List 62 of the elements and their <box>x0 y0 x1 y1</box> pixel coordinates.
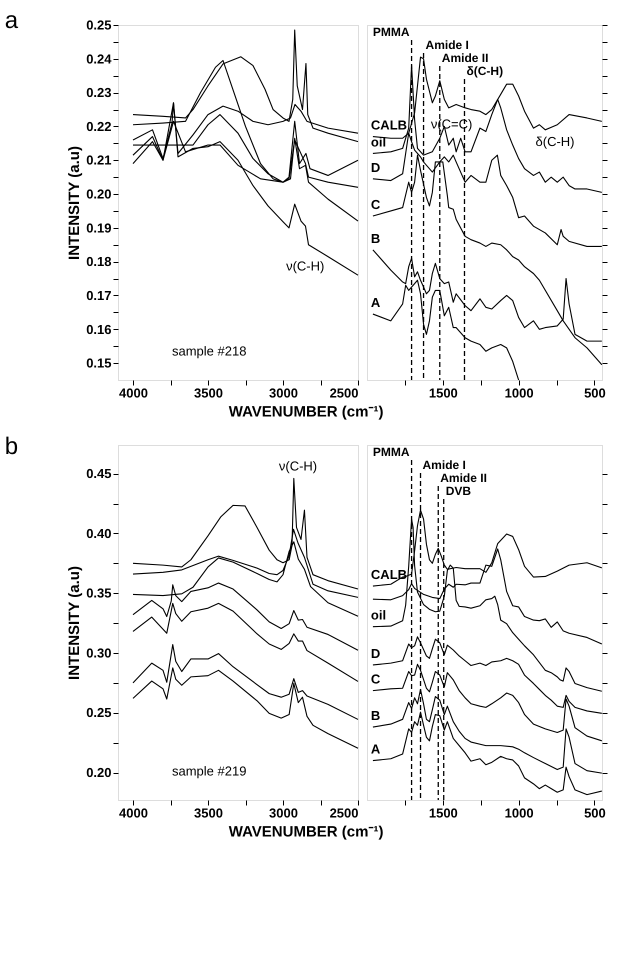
annotation: sample #219 <box>172 764 246 779</box>
annotation: ν(C-H) <box>286 258 324 274</box>
x-tick-label: 2500 <box>330 806 358 820</box>
annotation: ν(C-H) <box>278 458 318 474</box>
y-tick-label: 0.30 <box>86 645 112 660</box>
y-tick-label: 0.25 <box>86 18 112 32</box>
series-label: A <box>370 295 381 310</box>
chart-title: a <box>4 7 19 34</box>
y-tick-label: 0.35 <box>86 586 112 601</box>
x-tick-label: 2500 <box>330 386 358 400</box>
y-tick-label: 0.19 <box>86 220 112 236</box>
x-tick-label: 3500 <box>194 386 223 400</box>
series-label: D <box>370 160 380 175</box>
ref-line-label: Amide II <box>442 51 488 65</box>
y-tick-label: 0.20 <box>86 186 112 202</box>
annotation: δ(C-H) <box>536 134 574 150</box>
x-tick-label: 3500 <box>194 806 223 820</box>
y-tick-label: 0.18 <box>86 254 112 270</box>
x-axis-title: WAVENUMBER (cm⁻¹) <box>228 824 384 840</box>
y-tick-label: 0.24 <box>86 51 112 66</box>
series-label: D <box>370 646 380 661</box>
ref-line-label: PMMA <box>372 445 410 459</box>
ref-line-label: PMMA <box>372 25 410 39</box>
ref-line-label: Amide I <box>426 38 469 52</box>
x-tick-label: 4000 <box>119 806 148 820</box>
series-label: B <box>370 230 380 246</box>
ref-line-label: δ(C-H) <box>466 64 504 78</box>
y-tick-label: 0.20 <box>86 765 112 780</box>
ref-line-label: Amide I <box>422 458 466 472</box>
x-tick-label: 3000 <box>269 806 298 820</box>
y-axis-title: INTENSITY (a.u) <box>66 146 84 260</box>
series-label: B <box>370 708 380 724</box>
x-tick-label: 1000 <box>504 806 534 820</box>
y-tick-label: 0.22 <box>86 118 112 134</box>
series-label: A <box>370 742 381 757</box>
y-tick-label: 0.45 <box>86 466 112 482</box>
y-tick-label: 0.40 <box>86 526 112 541</box>
ref-line-label: DVB <box>446 484 472 498</box>
x-tick-label: 500 <box>584 386 606 400</box>
y-tick-label: 0.15 <box>86 356 112 371</box>
chart-title: b <box>4 433 18 460</box>
series-label: CALB <box>370 567 408 582</box>
y-tick-label: 0.21 <box>86 152 112 168</box>
x-tick-label: 1500 <box>428 806 458 820</box>
y-tick-label: 0.17 <box>86 288 112 303</box>
y-tick-label: 0.25 <box>86 705 112 720</box>
y-tick-label: 0.23 <box>86 85 112 100</box>
x-tick-label: 4000 <box>119 386 148 400</box>
y-axis-title: INTENSITY (a.u) <box>66 566 84 680</box>
x-tick-label: 500 <box>584 806 606 820</box>
y-tick-label: 0.16 <box>86 322 112 337</box>
series-label: C <box>370 672 381 687</box>
x-tick-label: 1000 <box>504 386 534 400</box>
annotation: sample #218 <box>172 344 246 359</box>
series-label: CALB <box>370 118 408 133</box>
ref-line-label: Amide II <box>440 471 487 485</box>
x-tick-label: 1500 <box>428 386 458 400</box>
series-label: oil <box>370 134 386 150</box>
x-axis-title: WAVENUMBER (cm⁻¹) <box>228 404 384 420</box>
series-label: oil <box>370 608 386 623</box>
x-tick-label: 3000 <box>269 386 298 400</box>
series-label: C <box>370 197 381 212</box>
